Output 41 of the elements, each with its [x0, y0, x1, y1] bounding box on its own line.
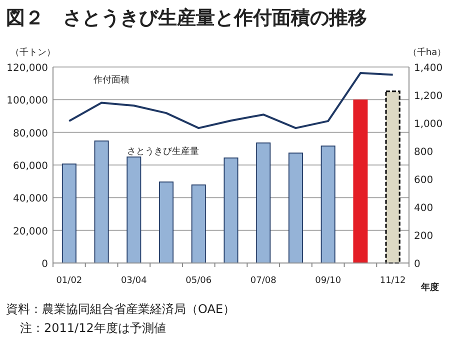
- x-tick-label: 01/02: [56, 276, 82, 286]
- y-axis-title: （千トン）: [10, 47, 56, 58]
- line-series: [68, 72, 394, 130]
- y2-tick-label: 1,000: [414, 119, 443, 130]
- y-tick-label: 60,000: [13, 161, 48, 172]
- x-tick-label: 09/10: [315, 276, 342, 286]
- y2-tick-label: 400: [414, 203, 434, 214]
- series-label: さとうきび生産量: [127, 146, 200, 157]
- text: 作付面積: [92, 74, 130, 86]
- y-tick-label: 100,000: [6, 96, 48, 107]
- bar: [320, 146, 336, 264]
- bar: [385, 90, 400, 264]
- y-tick-label: 0: [42, 259, 48, 270]
- y-tick-label: 120,000: [6, 63, 48, 74]
- y2-tick-label: 1,400: [414, 63, 443, 74]
- x-tick-label: 07/08: [250, 276, 277, 286]
- bar: [191, 184, 206, 264]
- y2-tick-label: 200: [414, 231, 434, 242]
- x-axis-title: 年度: [420, 282, 439, 293]
- bar: [126, 156, 142, 264]
- bar: [353, 100, 368, 264]
- bar: [94, 140, 109, 264]
- y-tick-label: 80,000: [13, 128, 48, 140]
- y2-axis-title: （千ha）: [408, 47, 446, 58]
- y2-tick-label: 1,200: [414, 91, 443, 102]
- text: 注：2011/12年度は予測値: [20, 321, 166, 335]
- bar: [256, 142, 271, 264]
- y-tick-label: 40,000: [13, 194, 48, 205]
- y2-tick-label: 600: [414, 175, 434, 186]
- x-tick-label: 05/06: [186, 276, 212, 286]
- bar: [62, 164, 76, 264]
- text: 資料：農業協同組合省産業経済局（OAE）: [6, 302, 236, 316]
- bar: [288, 152, 303, 264]
- y2-tick-label: 800: [414, 147, 434, 158]
- y-tick-label: 20,000: [13, 226, 48, 238]
- x-tick-label: 11/12: [380, 276, 406, 286]
- x-tick-label: 03/04: [120, 276, 148, 286]
- chart-title: 図２ さとうきび生産量と作付面積の推移: [6, 7, 367, 29]
- bar: [159, 182, 174, 264]
- y2-tick-label: 0: [414, 259, 420, 270]
- bar: [224, 158, 238, 264]
